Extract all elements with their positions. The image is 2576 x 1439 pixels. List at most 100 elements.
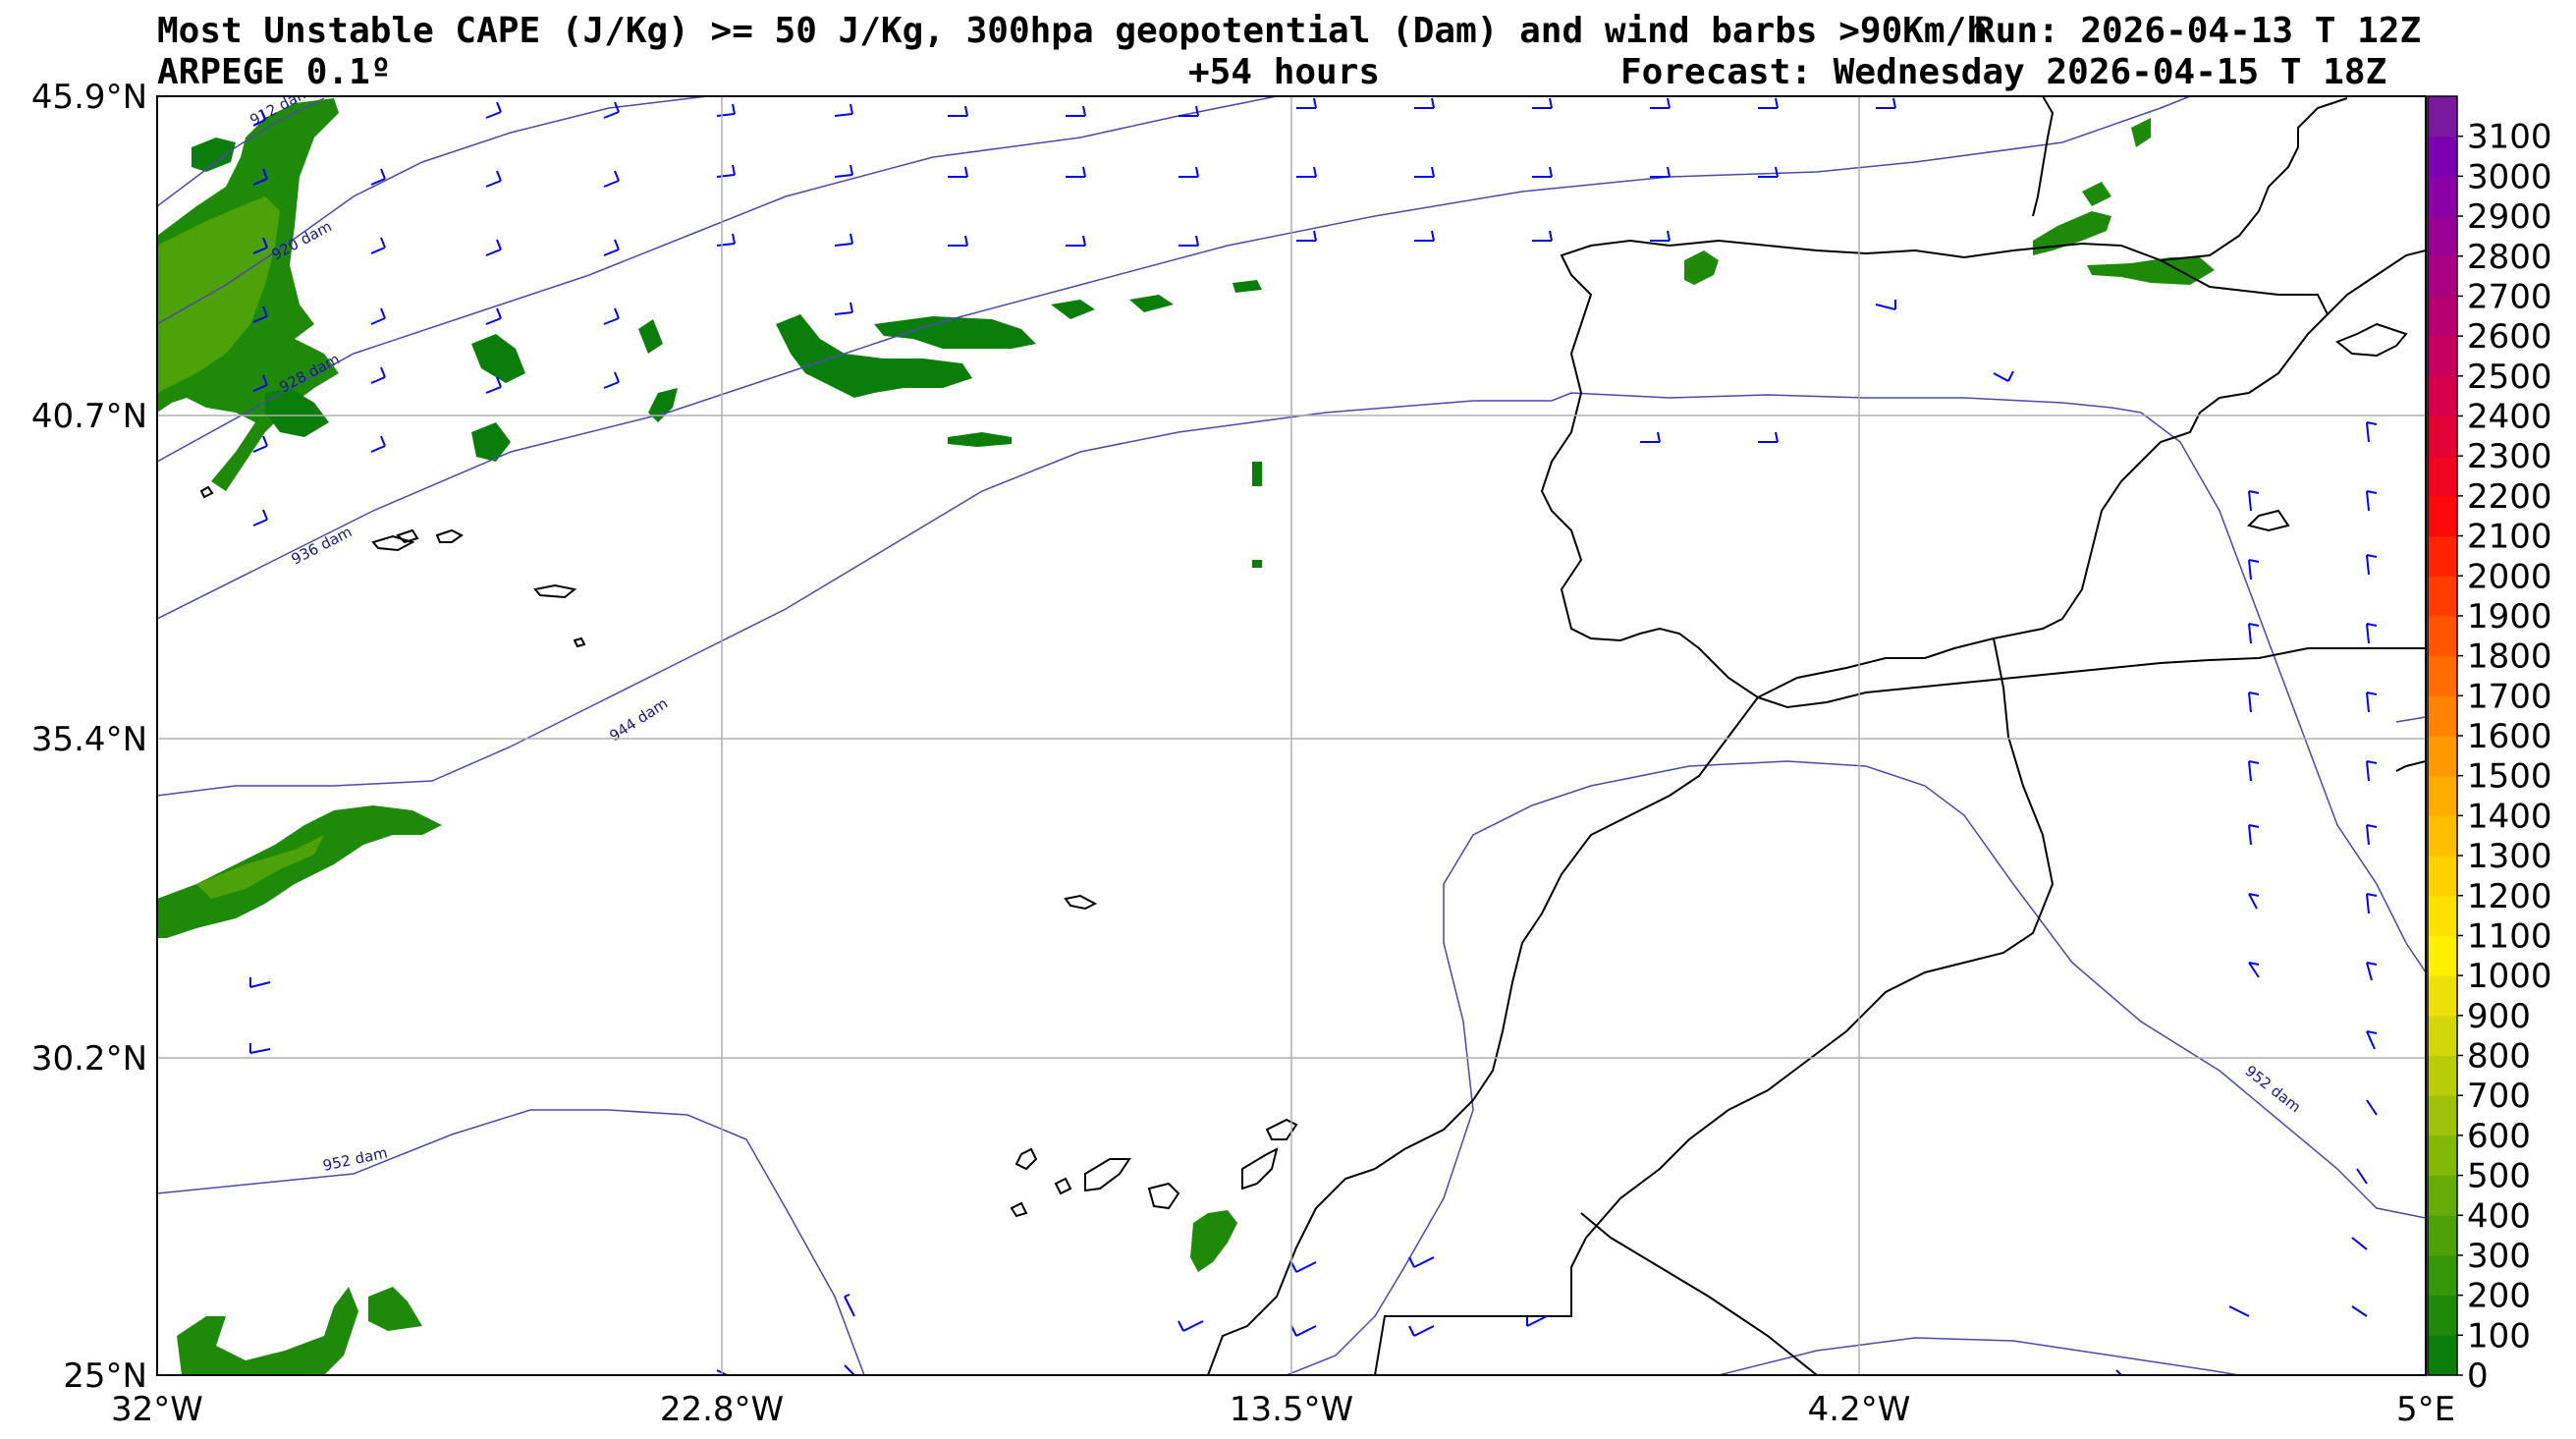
colorbar-swatch: [2428, 1215, 2457, 1256]
cape-area-south-2: [368, 1287, 422, 1331]
colorbar-label: 1900: [2467, 597, 2552, 636]
coast-iberia: [1540, 239, 2329, 699]
cape-area-band-north: [776, 314, 972, 398]
lon-label: 5°E: [2396, 1390, 2455, 1429]
colorbar-swatch: [2428, 815, 2457, 857]
colorbar-swatch: [2428, 336, 2457, 377]
canary-7: [1010, 1201, 1028, 1218]
coastlines: [199, 96, 2426, 1375]
model-name: ARPEGE 0.1º: [157, 52, 392, 92]
gridlines: [157, 96, 2426, 1375]
colorbar-label: 900: [2467, 997, 2531, 1036]
colorbar-label: 1400: [2467, 797, 2552, 836]
colorbar-swatch: [2428, 375, 2457, 416]
cape-area-small-2: [1129, 295, 1174, 312]
colorbar-label: 3100: [2467, 118, 2552, 157]
lat-label: 30.2°N: [31, 1039, 147, 1079]
colorbar-label: 2600: [2467, 317, 2552, 357]
lon-label: 22.8°W: [660, 1390, 784, 1429]
azores-5: [533, 583, 577, 599]
lat-label: 35.4°N: [31, 720, 147, 759]
colorbar-swatch: [2428, 136, 2457, 177]
cape-area-spain: [1684, 250, 1719, 285]
cape-area-mid-b: [265, 388, 329, 437]
azores-2: [371, 534, 415, 552]
lat-label: 40.7°N: [31, 397, 147, 436]
colorbar-label: 1000: [2467, 957, 2552, 996]
colorbar-label: 700: [2467, 1077, 2531, 1116]
cape-area-southwest-core: [196, 835, 324, 899]
colorbar-label: 2100: [2467, 518, 2552, 557]
colorbar-swatch: [2428, 415, 2457, 457]
coast-balearic: [2247, 509, 2290, 532]
latitude-labels: 45.9°N 40.7°N 35.4°N 30.2°N 25°N: [31, 78, 147, 1396]
border-morocco-algeria: [1374, 637, 2055, 1375]
colorbar-label: 2300: [2467, 437, 2552, 476]
lead-time: +54 hours: [1188, 52, 1381, 92]
colorbar-swatch: [2428, 1095, 2457, 1136]
canary-4: [1147, 1182, 1180, 1210]
lat-label: 25°N: [63, 1356, 147, 1396]
colorbar-swatch: [2428, 975, 2457, 1017]
colorbar-label: 2900: [2467, 197, 2552, 237]
azores-4: [435, 528, 464, 543]
colorbar-label: 1100: [2467, 916, 2552, 956]
coast-tunisia: [2395, 760, 2426, 772]
colorbar-swatch: [2428, 895, 2457, 936]
coast-france: [2160, 97, 2348, 261]
colorbar-swatch: [2428, 96, 2457, 138]
wind-barbs: [249, 97, 2378, 1375]
coast-corsica-sardinia: [2335, 322, 2408, 358]
border-mauritania: [1580, 1212, 1818, 1375]
cape-area-small-6: [1252, 560, 1262, 568]
coast-uk-tip: [2032, 96, 2055, 217]
colorbar-label: 1300: [2467, 837, 2552, 876]
run-time: Run: 2026-04-13 T 12Z: [1974, 11, 2422, 51]
colorbar-label: 1600: [2467, 717, 2552, 756]
contour-east-edge: [2395, 716, 2426, 723]
cape-area-mid-e: [648, 388, 678, 422]
madeira: [1064, 894, 1098, 911]
cape-area-mid-a: [471, 334, 525, 383]
lon-label: 13.5°W: [1230, 1390, 1353, 1429]
forecast-time: Forecast: Wednesday 2026-04-15 T 18Z: [1620, 52, 2387, 92]
colorbar-swatch: [2428, 935, 2457, 976]
colorbar-label: 1800: [2467, 637, 2552, 677]
cape-area-small-1: [1051, 300, 1095, 319]
colorbar-swatch: [2428, 615, 2457, 657]
cape-area-small-4: [948, 432, 1012, 447]
colorbar-label: 2500: [2467, 358, 2552, 397]
colorbar-swatch: [2428, 456, 2457, 497]
colorbar-swatch: [2428, 576, 2457, 617]
contour-936: [157, 96, 2191, 620]
colorbar-swatch: [2428, 255, 2457, 297]
cape-area-northwest-patch: [192, 138, 236, 172]
colorbar-swatch: [2428, 695, 2457, 737]
canary-2: [1054, 1177, 1072, 1195]
colorbar-label: 0: [2467, 1356, 2489, 1396]
cape-area-italy-4: [2131, 118, 2151, 147]
azores-1: [199, 485, 214, 499]
colorbar-swatch: [2428, 856, 2457, 897]
azores-6: [573, 636, 586, 648]
contour-928: [157, 96, 1278, 463]
lon-label: 4.2°W: [1808, 1390, 1911, 1429]
colorbar-label: 600: [2467, 1117, 2531, 1156]
cape-area-band-north-2: [874, 316, 1036, 349]
colorbar-label: 1200: [2467, 877, 2552, 916]
coast-france-med: [2327, 249, 2426, 315]
colorbar-swatch: [2428, 775, 2457, 816]
canary-3: [1084, 1158, 1131, 1192]
colorbar-label: 2000: [2467, 557, 2552, 596]
cape-area-mid-d: [638, 319, 663, 354]
colorbar-label: 2700: [2467, 277, 2552, 316]
longitude-labels: 32°W 22.8°W 13.5°W 4.2°W 5°E: [111, 1390, 2455, 1429]
plot-frame: [156, 95, 2427, 1376]
cape-area-southwest: [157, 805, 442, 938]
colorbar-label: 500: [2467, 1157, 2531, 1196]
colorbar-label: 400: [2467, 1196, 2531, 1236]
colorbar: 0100200300400500600700800900100011001200…: [2427, 95, 2552, 1396]
colorbar-label: 3000: [2467, 157, 2552, 196]
contour-952-south: [1718, 1337, 2240, 1375]
chart-title: Most Unstable CAPE (J/Kg) >= 50 J/Kg, 30…: [157, 11, 1988, 51]
